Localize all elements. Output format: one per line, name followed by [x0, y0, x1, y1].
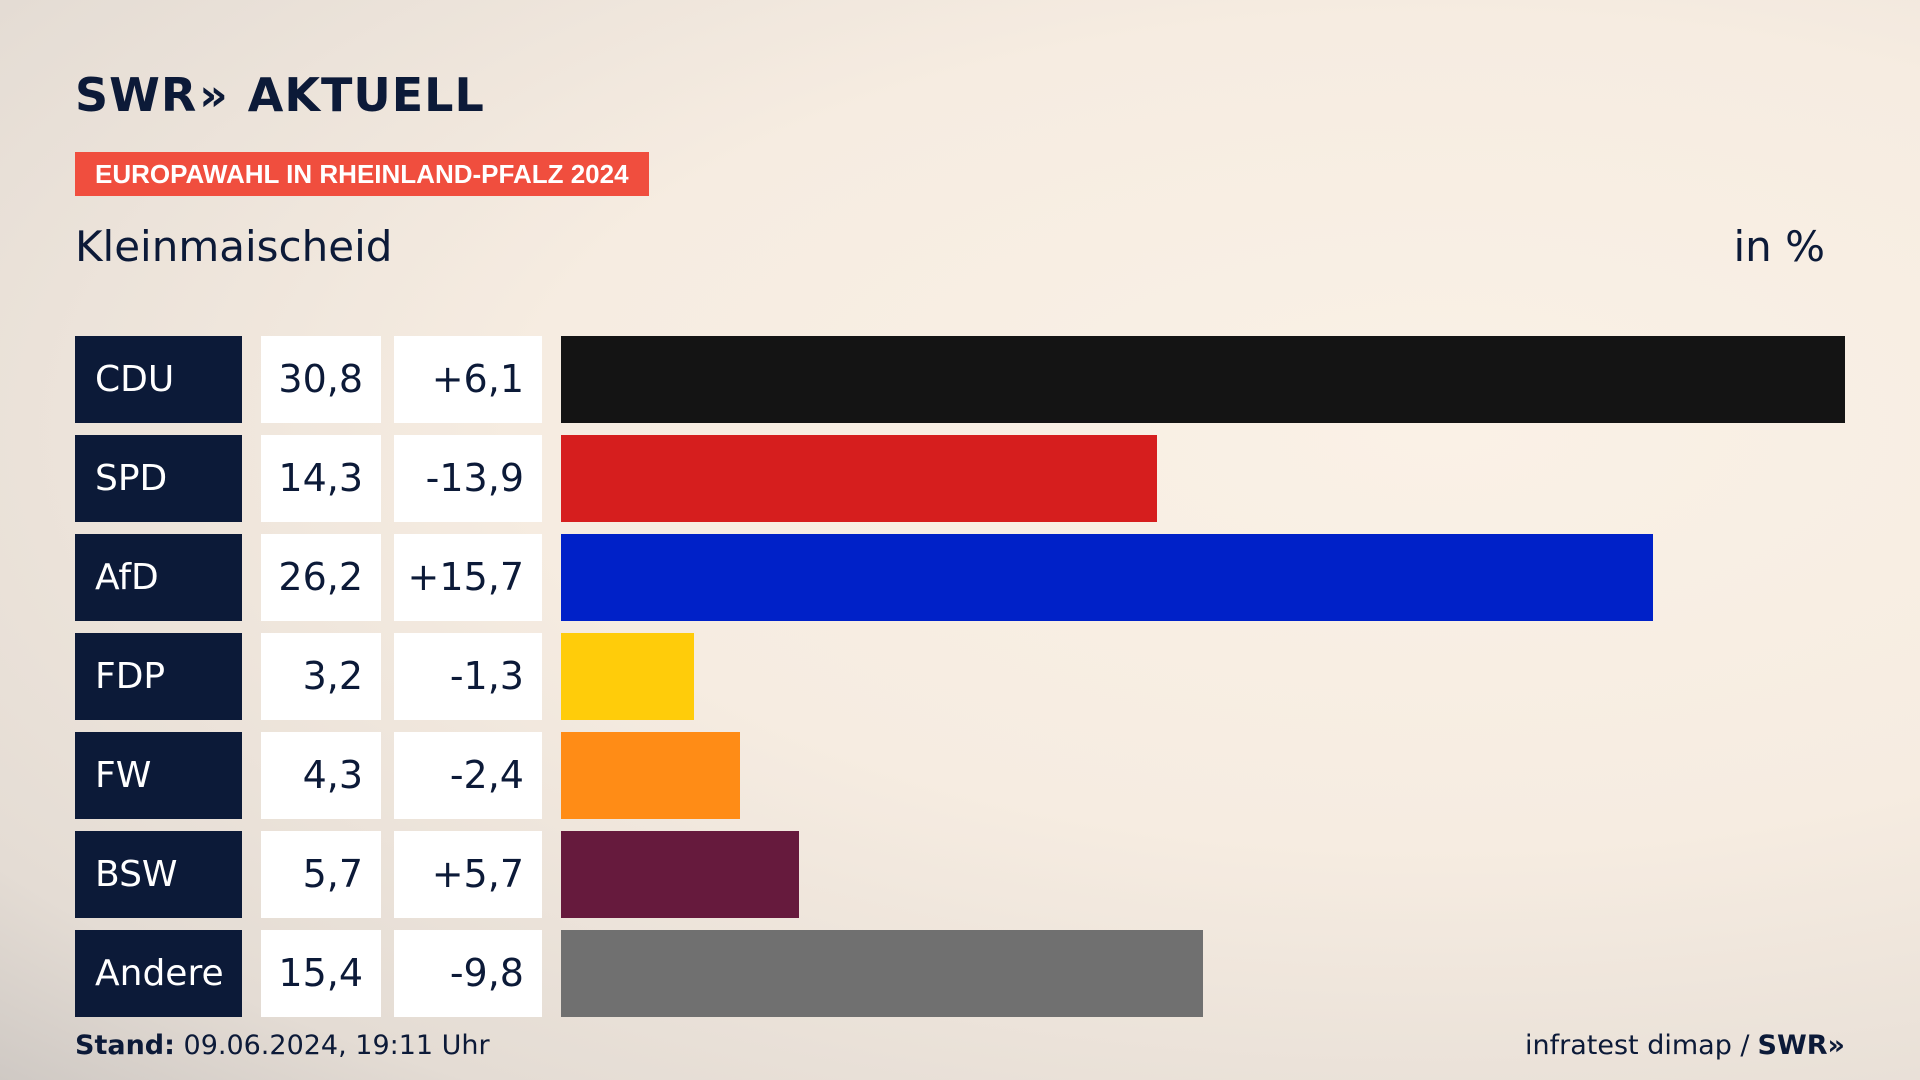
result-row: BSW 5,7 +5,7 — [75, 831, 1845, 918]
stand-value: 09.06.2024, 19:11 Uhr — [183, 1030, 490, 1061]
vote-share: 4,3 — [261, 732, 381, 819]
vote-change: +15,7 — [394, 534, 542, 621]
unit-label: in % — [1733, 222, 1825, 271]
result-bar — [561, 435, 1157, 522]
brand-aktuell: AKTUELL — [247, 68, 485, 122]
result-row: CDU 30,8 +6,1 — [75, 336, 1845, 423]
vote-change: +5,7 — [394, 831, 542, 918]
vote-change: +6,1 — [394, 336, 542, 423]
location-title: Kleinmaischeid — [75, 222, 393, 271]
result-row: FW 4,3 -2,4 — [75, 732, 1845, 819]
result-row: SPD 14,3 -13,9 — [75, 435, 1845, 522]
party-label: AfD — [75, 534, 242, 621]
vote-share: 15,4 — [261, 930, 381, 1017]
vote-share: 26,2 — [261, 534, 381, 621]
vote-share: 5,7 — [261, 831, 381, 918]
party-label: SPD — [75, 435, 242, 522]
vote-change: -13,9 — [394, 435, 542, 522]
stand-label: Stand: — [75, 1030, 175, 1061]
swr-aktuell-logo: SWR » AKTUELL — [75, 68, 485, 122]
party-label: Andere — [75, 930, 242, 1017]
result-row: FDP 3,2 -1,3 — [75, 633, 1845, 720]
party-label: FDP — [75, 633, 242, 720]
result-bar — [561, 732, 740, 819]
result-bar — [561, 930, 1203, 1017]
timestamp: Stand: 09.06.2024, 19:11 Uhr — [75, 1030, 490, 1061]
party-label: BSW — [75, 831, 242, 918]
vote-change: -2,4 — [394, 732, 542, 819]
source-credit: infratest dimap / SWR» — [1525, 1030, 1845, 1061]
result-row: Andere 15,4 -9,8 — [75, 930, 1845, 1017]
brand-swr: SWR — [75, 68, 198, 122]
swr-mini-logo: SWR» — [1757, 1030, 1845, 1061]
result-bar — [561, 534, 1653, 621]
vote-share: 30,8 — [261, 336, 381, 423]
brand-chevrons-icon: » — [199, 69, 228, 121]
result-bar — [561, 336, 1845, 423]
result-bar — [561, 633, 694, 720]
source-text: infratest dimap / — [1525, 1030, 1750, 1061]
result-row: AfD 26,2 +15,7 — [75, 534, 1845, 621]
vote-change: -9,8 — [394, 930, 542, 1017]
vote-change: -1,3 — [394, 633, 542, 720]
party-label: CDU — [75, 336, 242, 423]
vote-share: 3,2 — [261, 633, 381, 720]
election-badge: EUROPAWAHL IN RHEINLAND-PFALZ 2024 — [75, 152, 649, 196]
result-bar — [561, 831, 799, 918]
party-label: FW — [75, 732, 242, 819]
vote-share: 14,3 — [261, 435, 381, 522]
